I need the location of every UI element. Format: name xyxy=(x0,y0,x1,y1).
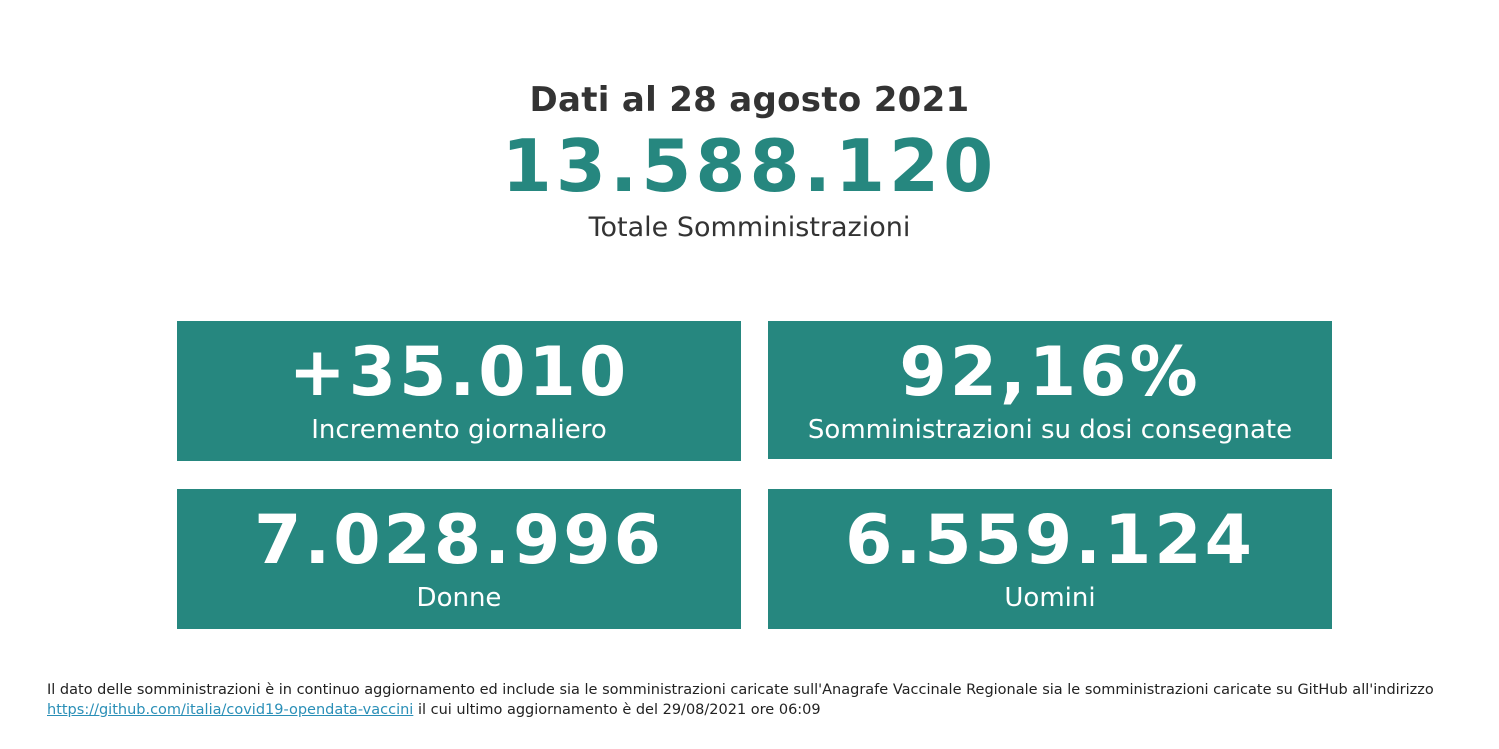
daily-increment-value: +35.010 xyxy=(288,333,630,412)
footnote-text-before: Il dato delle somministrazioni è in cont… xyxy=(47,682,1434,698)
women-card: 7.028.996 Donne xyxy=(177,489,741,629)
delivered-doses-percent-value: 92,16% xyxy=(899,333,1201,412)
footnote: Il dato delle somministrazioni è in cont… xyxy=(47,680,1487,720)
total-administrations-label: Totale Somministrazioni xyxy=(588,212,911,243)
men-value: 6.559.124 xyxy=(845,501,1255,580)
date-title: Dati al 28 agosto 2021 xyxy=(529,80,970,120)
men-card: 6.559.124 Uomini xyxy=(768,489,1332,629)
women-value: 7.028.996 xyxy=(254,501,664,580)
women-label: Donne xyxy=(416,583,502,613)
total-administrations-value: 13.588.120 xyxy=(501,124,998,208)
github-link[interactable]: https://github.com/italia/covid19-openda… xyxy=(47,702,414,718)
delivered-doses-percent-label: Somministrazioni su dosi consegnate xyxy=(807,415,1293,445)
delivered-doses-percent-card: 92,16% Somministrazioni su dosi consegna… xyxy=(768,321,1332,459)
summary-header: Dati al 28 agosto 2021 13.588.120 Totale… xyxy=(0,76,1499,246)
men-label: Uomini xyxy=(1004,583,1096,613)
daily-increment-card: +35.010 Incremento giornaliero xyxy=(177,321,741,461)
footnote-text-after: il cui ultimo aggiornamento è del 29/08/… xyxy=(417,702,821,718)
daily-increment-label: Incremento giornaliero xyxy=(311,415,607,445)
